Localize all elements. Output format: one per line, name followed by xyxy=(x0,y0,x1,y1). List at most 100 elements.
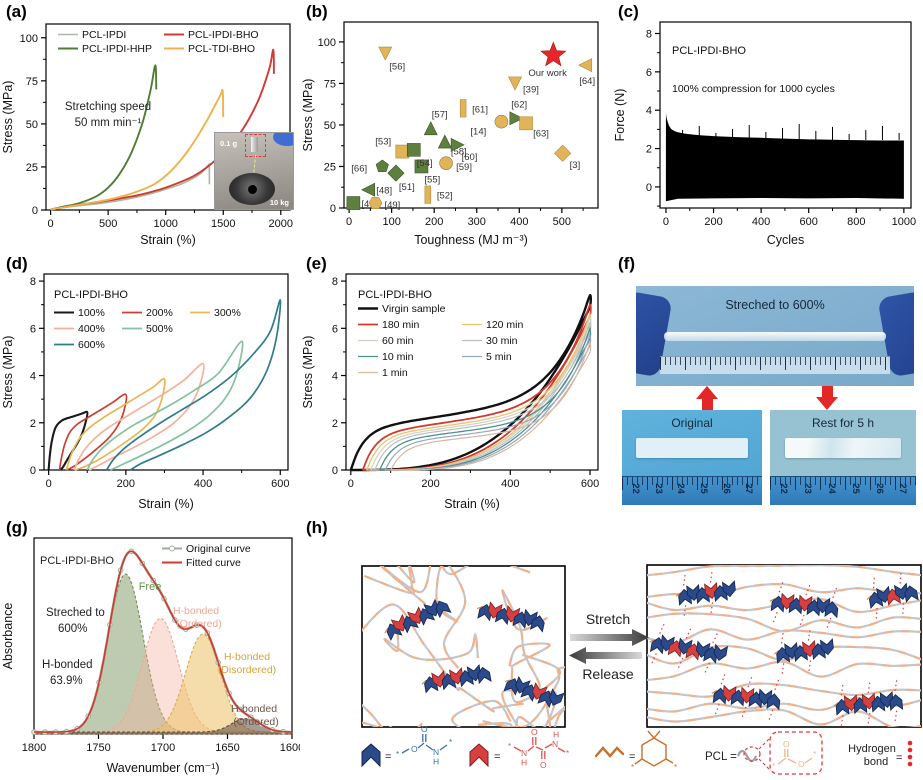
svg-text:500: 500 xyxy=(553,216,571,228)
svg-text:Toughness (MJ m⁻³): Toughness (MJ m⁻³) xyxy=(414,233,528,247)
svg-text:[39]: [39] xyxy=(523,84,539,95)
svg-text:[64]: [64] xyxy=(579,76,595,87)
svg-text:[59]: [59] xyxy=(456,162,472,173)
svg-text:50: 50 xyxy=(324,120,336,132)
svg-text:Our work: Our work xyxy=(528,68,567,79)
svg-text:Cycles: Cycles xyxy=(767,233,805,247)
svg-text:Original curve: Original curve xyxy=(186,543,251,555)
svg-text:[66]: [66] xyxy=(351,163,367,174)
ruler-rested: 22 23 24 25 26 27 xyxy=(770,476,916,505)
svg-text:600%: 600% xyxy=(78,339,105,351)
ruler-number: 26 xyxy=(720,483,732,494)
svg-text:[54]: [54] xyxy=(417,158,433,169)
stretched-label: Streched to 600% xyxy=(725,298,825,312)
atom-O: O xyxy=(411,744,418,754)
hysteresis-loops-chart: 0 200 400 600 0 2 4 6 8 Strain (%) Stress (MPa) 100… xyxy=(1,273,289,511)
svg-text:(Disordered): (Disordered) xyxy=(218,664,276,676)
svg-text:1800: 1800 xyxy=(22,742,46,754)
rested-film xyxy=(784,438,902,458)
svg-text:*: * xyxy=(396,750,399,759)
hydrogen-bond-dots-icon xyxy=(907,740,913,767)
isophorone-glyph-icon xyxy=(594,746,625,758)
hydrogen-label: Hydrogen xyxy=(848,743,896,755)
svg-text:Stress (MPa): Stress (MPa) xyxy=(1,336,15,409)
svg-text:Strain (%): Strain (%) xyxy=(138,497,194,511)
ruler-number: 23 xyxy=(801,483,813,494)
svg-text:4: 4 xyxy=(30,371,36,383)
network-schematic: Stretch Release = * O O N H * xyxy=(361,564,922,775)
atom-O: O xyxy=(531,727,538,737)
svg-text:400%: 400% xyxy=(78,323,105,335)
weight-lifting-photo: 0.1 g 10 kg xyxy=(214,132,294,210)
release-arrow-icon xyxy=(569,647,642,664)
svg-text:H-bonded: H-bonded xyxy=(231,703,277,715)
svg-text:400: 400 xyxy=(194,478,212,490)
svg-text:Stretching speed: Stretching speed xyxy=(65,101,151,113)
svg-text:[63]: [63] xyxy=(533,128,549,139)
svg-text:*: * xyxy=(674,763,677,772)
ruler-number: 24 xyxy=(675,483,687,494)
svg-text:200: 200 xyxy=(117,478,135,490)
inset-weight-mass-label: 10 kg xyxy=(269,198,289,207)
svg-text:PCL-IPDI-BHO: PCL-IPDI-BHO xyxy=(358,289,432,301)
svg-text:6: 6 xyxy=(30,323,36,335)
svg-text:(Ordered): (Ordered) xyxy=(176,618,222,630)
ftir-deconvolution-chart: 1800 1750 1700 1650 1600 Wavenumber (cm⁻¹) Abs… xyxy=(1,537,300,775)
svg-text:100% compression for 1000 cycl: 100% compression for 1000 cycles xyxy=(672,83,835,95)
svg-text:2: 2 xyxy=(646,144,652,156)
stretched-film xyxy=(664,332,886,341)
svg-text:H-bonded: H-bonded xyxy=(42,659,93,671)
atom-O: O xyxy=(783,739,790,749)
svg-text:600: 600 xyxy=(581,478,599,490)
svg-text:300: 300 xyxy=(468,216,486,228)
atom-H: H xyxy=(553,730,559,740)
original-label: Original xyxy=(671,416,713,430)
svg-text:8: 8 xyxy=(646,29,652,41)
svg-text:600: 600 xyxy=(271,478,289,490)
ruler-strip xyxy=(660,356,890,374)
panel-d-label: (d) xyxy=(6,254,28,273)
atom-H: H xyxy=(521,758,527,768)
stretch-arrow-icon xyxy=(570,629,649,646)
svg-text:PCL-TDI-BHO: PCL-TDI-BHO xyxy=(188,43,255,55)
svg-text:0: 0 xyxy=(332,465,338,477)
svg-text:Streched to: Streched to xyxy=(46,607,105,619)
svg-text:1600: 1600 xyxy=(280,742,300,754)
svg-text:*: * xyxy=(772,762,775,771)
svg-text:Force (N): Force (N) xyxy=(613,89,627,142)
svg-text:[55]: [55] xyxy=(424,174,440,185)
ruler-number: 24 xyxy=(825,483,837,494)
svg-text:8: 8 xyxy=(332,276,338,288)
panel-c: (c) 0 200 400 600 800 1000 0 2 4 6 8 Cycles Force (N… xyxy=(612,0,923,252)
svg-text:1 min: 1 min xyxy=(382,367,408,379)
svg-text:63.9%: 63.9% xyxy=(50,675,83,687)
svg-text:60 min: 60 min xyxy=(382,335,414,347)
svg-text:Stress (MPa): Stress (MPa) xyxy=(301,79,315,152)
svg-text:180 min: 180 min xyxy=(382,319,420,331)
svg-text:Wavenumber (cm⁻¹): Wavenumber (cm⁻¹) xyxy=(106,761,219,775)
svg-text:Stress (MPa): Stress (MPa) xyxy=(1,81,15,154)
svg-text:5 min: 5 min xyxy=(486,351,512,363)
svg-text:200: 200 xyxy=(421,478,439,490)
equals-sign: = xyxy=(494,751,500,763)
stretched-sample-photo: Streched to 600% xyxy=(636,286,914,386)
svg-text:*: * xyxy=(449,738,452,747)
svg-text:0: 0 xyxy=(46,478,52,490)
red-arrow-down-icon xyxy=(816,386,838,410)
svg-text:[14]: [14] xyxy=(470,127,486,138)
panel-b: (b) 0 100 200 300 400 500 0 25 50 75 100 Toughness … xyxy=(300,0,612,252)
svg-text:0: 0 xyxy=(646,182,652,194)
panel-f: (f) Streched to 600% Original 22 23 xyxy=(612,252,923,516)
svg-text:200: 200 xyxy=(704,216,722,228)
svg-text:Strain (%): Strain (%) xyxy=(140,233,196,247)
panel-g: (g) 1800 1750 1700 1650 1600 Wavenumber (cm⁻¹… xyxy=(0,516,300,780)
svg-text:500%: 500% xyxy=(146,323,173,335)
svg-text:400: 400 xyxy=(752,216,770,228)
oxalamide-glyph-icon xyxy=(469,743,489,768)
svg-text:100: 100 xyxy=(20,33,38,45)
oxalamide-structure: * N H O O N H * xyxy=(508,727,569,770)
release-label: Release xyxy=(582,666,634,682)
svg-text:*: * xyxy=(631,763,634,772)
svg-text:Free: Free xyxy=(139,581,162,593)
svg-text:[58]: [58] xyxy=(451,147,467,158)
